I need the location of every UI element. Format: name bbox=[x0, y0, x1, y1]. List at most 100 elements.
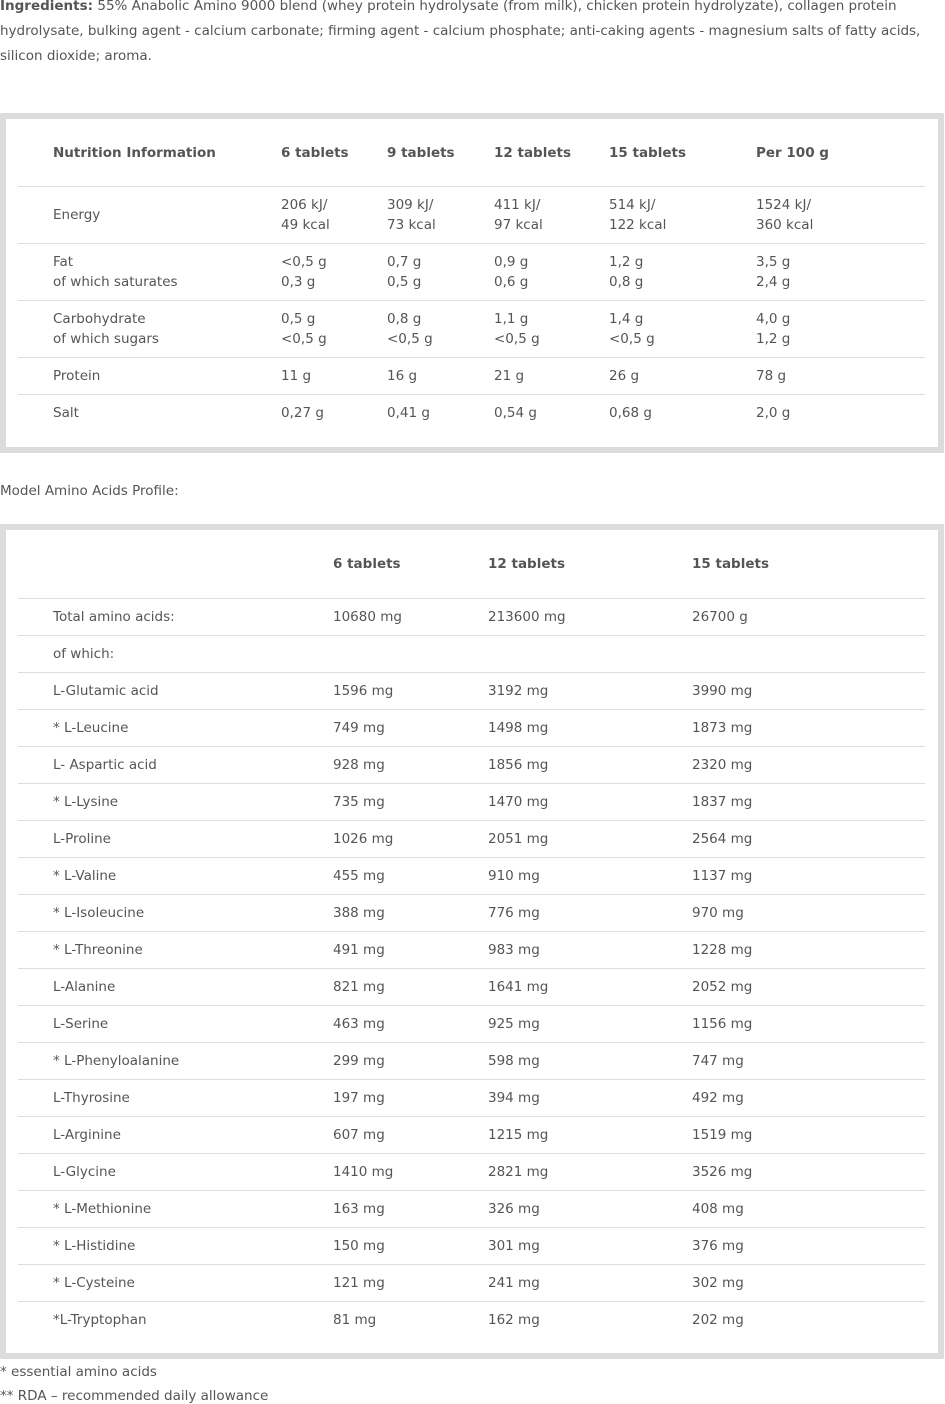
table-row: Salt 0,27 g 0,41 g 0,54 g 0,68 g 2,0 g bbox=[18, 395, 925, 432]
table-cell: 388 mg bbox=[333, 905, 385, 921]
cell-line: 1,2 g bbox=[756, 331, 791, 347]
table-cell: 492 mg bbox=[692, 1090, 744, 1106]
table-cell: 747 mg bbox=[692, 1053, 744, 1069]
table-cell: 1498 mg bbox=[488, 720, 549, 736]
table-row: L-Serine 463 mg 925 mg 1156 mg bbox=[18, 1006, 925, 1043]
table-cell: 776 mg bbox=[488, 905, 540, 921]
table-cell: 81 mg bbox=[333, 1312, 377, 1328]
table-cell: 3,5 g 2,4 g bbox=[756, 252, 790, 292]
table-cell: 2052 mg bbox=[692, 979, 753, 995]
table-row: Energy 206 kJ/49 kcal 309 kJ/73 kcal 411 kJ… bbox=[18, 187, 925, 244]
table-cell: 821 mg bbox=[333, 979, 385, 995]
table-cell: 1596 mg bbox=[333, 683, 394, 699]
table-cell: 3526 mg bbox=[692, 1164, 753, 1180]
table-cell: 121 mg bbox=[333, 1275, 385, 1291]
table-cell: Total amino acids: bbox=[53, 609, 175, 625]
table-cell: 1470 mg bbox=[488, 794, 549, 810]
table-cell: 163 mg bbox=[333, 1201, 385, 1217]
table-cell: 0,8 g <0,5 g bbox=[387, 309, 433, 349]
table-header-row: Nutrition Information 6 tablets 9 tablets 1… bbox=[18, 119, 925, 187]
table-cell: 301 mg bbox=[488, 1238, 540, 1254]
table-cell: L- Aspartic acid bbox=[53, 757, 157, 773]
cell-line: 206 kJ/ bbox=[281, 197, 328, 213]
ingredients-body: 55% Anabolic Amino 9000 blend (whey prot… bbox=[0, 0, 921, 64]
table-row: L-Glutamic acid 1596 mg 3192 mg 3990 mg bbox=[18, 673, 925, 710]
table-cell: 463 mg bbox=[333, 1016, 385, 1032]
cell-line: <0,5 g bbox=[281, 331, 327, 347]
table-cell: 925 mg bbox=[488, 1016, 540, 1032]
cell-line: Carbohydrate bbox=[53, 311, 146, 327]
cell-line: Fat bbox=[53, 254, 74, 270]
table-cell: 213600 mg bbox=[488, 609, 566, 625]
table-cell: 26 g bbox=[609, 366, 639, 386]
table-cell: 2821 mg bbox=[488, 1164, 549, 1180]
cell-line: Energy bbox=[53, 207, 101, 223]
cell-line: 0,5 g bbox=[281, 311, 316, 327]
cell-line: 0,8 g bbox=[387, 311, 422, 327]
table-cell: 598 mg bbox=[488, 1053, 540, 1069]
cell-line: 122 kcal bbox=[609, 217, 667, 233]
table-cell: Protein bbox=[53, 366, 100, 386]
footnote: * essential amino acids bbox=[0, 1364, 157, 1380]
table-cell: L-Serine bbox=[53, 1016, 109, 1032]
cell-line: 0,9 g bbox=[494, 254, 529, 270]
table-row: * L-Methionine 163 mg 326 mg 408 mg bbox=[18, 1191, 925, 1228]
cell-line: 21 g bbox=[494, 368, 525, 384]
table-cell: * L-Methionine bbox=[53, 1201, 152, 1217]
table-cell: 162 mg bbox=[488, 1312, 540, 1328]
cell-line: 0,3 g bbox=[281, 274, 316, 290]
cell-line: <0,5 g bbox=[387, 331, 433, 347]
table-row: L-Thyrosine 197 mg 394 mg 492 mg bbox=[18, 1080, 925, 1117]
table-cell: 491 mg bbox=[333, 942, 385, 958]
table-cell: 78 g bbox=[756, 366, 786, 386]
cell-line: 0,5 g bbox=[387, 274, 422, 290]
table-cell: *L-Tryptophan bbox=[53, 1312, 147, 1328]
table-cell: L-Glycine bbox=[53, 1164, 116, 1180]
table-row: * L-Threonine 491 mg 983 mg 1228 mg bbox=[18, 932, 925, 969]
table-cell: <0,5 g 0,3 g bbox=[281, 252, 327, 292]
table-cell: 16 g bbox=[387, 366, 417, 386]
table-cell: 910 mg bbox=[488, 868, 540, 884]
table-cell: 0,9 g 0,6 g bbox=[494, 252, 528, 292]
table-cell: 970 mg bbox=[692, 905, 744, 921]
table-cell: 2051 mg bbox=[488, 831, 549, 847]
table-cell: 197 mg bbox=[333, 1090, 385, 1106]
table-cell: 1,1 g <0,5 g bbox=[494, 309, 540, 349]
table-cell: 2564 mg bbox=[692, 831, 753, 847]
table-cell: L-Thyrosine bbox=[53, 1090, 130, 1106]
cell-line: 1,2 g bbox=[609, 254, 644, 270]
cell-line: 0,6 g bbox=[494, 274, 529, 290]
table-cell: * L-Histidine bbox=[53, 1238, 136, 1254]
cell-line: 73 kcal bbox=[387, 217, 436, 233]
table-cell: 1519 mg bbox=[692, 1127, 753, 1143]
table-row: * L-Valine 455 mg 910 mg 1137 mg bbox=[18, 858, 925, 895]
header-cell: 12 tablets bbox=[494, 145, 571, 161]
table-cell: 455 mg bbox=[333, 868, 385, 884]
table-cell: 1641 mg bbox=[488, 979, 549, 995]
ingredients-text: Ingredients: 55% Anabolic Amino 9000 ble… bbox=[0, 0, 945, 69]
table-cell: 0,41 g bbox=[387, 403, 430, 423]
header-cell: 12 tablets bbox=[488, 556, 565, 572]
table-cell: 3990 mg bbox=[692, 683, 753, 699]
table-cell: Carbohydrate of which sugars bbox=[53, 309, 159, 349]
table-cell: 1215 mg bbox=[488, 1127, 549, 1143]
table-cell: 10680 mg bbox=[333, 609, 402, 625]
cell-line: 1524 kJ/ bbox=[756, 197, 811, 213]
header-cell: 15 tablets bbox=[609, 145, 686, 161]
table-row: Carbohydrate of which sugars 0,5 g <0,5 g 0,… bbox=[18, 301, 925, 358]
table-cell: 150 mg bbox=[333, 1238, 385, 1254]
cell-line: 0,8 g bbox=[609, 274, 644, 290]
table-cell: 299 mg bbox=[333, 1053, 385, 1069]
table-cell: 1524 kJ/360 kcal bbox=[756, 195, 813, 235]
nutrition-table: Nutrition Information 6 tablets 9 tablets 1… bbox=[0, 113, 944, 453]
table-cell: 607 mg bbox=[333, 1127, 385, 1143]
cell-line: 514 kJ/ bbox=[609, 197, 656, 213]
table-row: * L-Leucine 749 mg 1498 mg 1873 mg bbox=[18, 710, 925, 747]
table-row: L- Aspartic acid 928 mg 1856 mg 2320 mg bbox=[18, 747, 925, 784]
table-cell: 1,4 g <0,5 g bbox=[609, 309, 655, 349]
table-cell: 0,5 g <0,5 g bbox=[281, 309, 327, 349]
table-row: * L-Lysine 735 mg 1470 mg 1837 mg bbox=[18, 784, 925, 821]
header-cell: 6 tablets bbox=[333, 556, 401, 572]
table-cell: 1,2 g 0,8 g bbox=[609, 252, 643, 292]
table-cell: 206 kJ/49 kcal bbox=[281, 195, 330, 235]
